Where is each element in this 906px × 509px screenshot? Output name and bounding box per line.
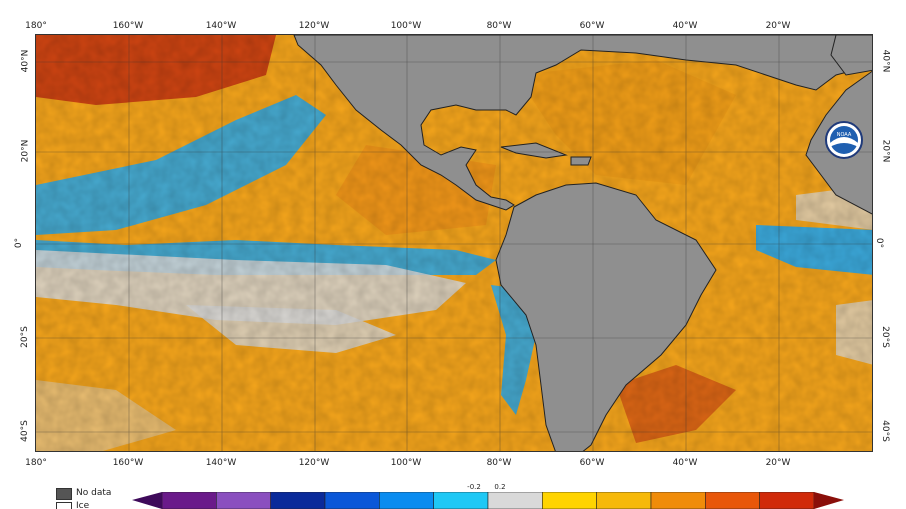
noaa-logo-text: NOAA: [837, 132, 852, 138]
lon-label-bottom-20w: 20°W: [765, 458, 791, 468]
lon-label-bottom-140w: 140°W: [205, 458, 237, 468]
colorbar-segment: [161, 492, 217, 509]
lon-label-top-60w: 60°W: [579, 21, 605, 31]
lon-label-bottom-180: 180°: [25, 458, 47, 468]
colorbar-segments: [161, 492, 815, 509]
lon-label-top-100w: 100°W: [390, 21, 422, 31]
lat-label-right-20n: 20°N: [880, 139, 891, 163]
colorbar-left-arrow: [132, 492, 162, 509]
colorbar-segment: [759, 492, 815, 509]
map-graticule: [36, 35, 872, 451]
land-north-east: [830, 35, 872, 76]
lat-label-right-40s: 40°S: [879, 420, 890, 442]
ice-swatch: [56, 502, 72, 509]
colorbar-segment: [542, 492, 597, 509]
lat-label-left-40s: 40°S: [19, 420, 30, 442]
lat-label-right-0: 0°: [874, 237, 885, 249]
colorbar-segment: [650, 492, 706, 509]
colorbar-segment: [596, 492, 652, 509]
lon-label-bottom-80w: 80°W: [486, 458, 512, 468]
lat-label-right-20s: 20°S: [879, 326, 890, 348]
colorbar-segment: [270, 492, 326, 509]
lon-label-top-140w: 140°W: [205, 21, 237, 31]
lon-label-top-160w: 160°W: [112, 21, 144, 31]
land-north-america: [293, 35, 872, 211]
map-canvas: NOAA: [36, 35, 872, 451]
lon-label-bottom-120w: 120°W: [298, 458, 330, 468]
land-south-america: [495, 182, 717, 451]
lon-label-top-80w: 80°W: [486, 21, 512, 31]
ice-label: Ice: [76, 501, 90, 509]
lon-label-bottom-40w: 40°W: [672, 458, 698, 468]
colorbar-segment: [705, 492, 760, 509]
colorbar-label-pos02: 0.2: [494, 483, 506, 491]
colorbar-segment: [324, 492, 380, 509]
lon-label-top-20w: 20°W: [765, 21, 791, 31]
land-hispaniola: [570, 156, 592, 166]
lon-label-bottom-160w: 160°W: [112, 458, 144, 468]
lat-label-left-40n: 40°N: [20, 49, 31, 73]
colorbar-segment: [379, 492, 434, 509]
lon-label-top-180: 180°: [25, 21, 47, 31]
colorbar-segment: [216, 492, 271, 509]
colorbar-segment: [487, 492, 543, 509]
lat-label-right-40n: 40°N: [880, 49, 891, 73]
sst-anomaly-map: NOAA: [35, 34, 873, 452]
nodata-label: No data: [76, 488, 112, 498]
colorbar: [132, 492, 844, 509]
nodata-swatch: [56, 488, 72, 500]
colorbar-right-arrow: [814, 492, 844, 509]
noaa-logo: NOAA: [825, 121, 863, 159]
colorbar-segment: [433, 492, 489, 509]
lon-label-bottom-60w: 60°W: [579, 458, 605, 468]
colorbar-label-neg02: -0.2: [467, 483, 481, 491]
lon-label-bottom-100w: 100°W: [390, 458, 422, 468]
lon-label-top-120w: 120°W: [298, 21, 330, 31]
lat-label-left-0: 0°: [14, 237, 25, 249]
lon-label-top-40w: 40°W: [672, 21, 698, 31]
lat-label-left-20s: 20°S: [19, 326, 30, 348]
lat-label-left-20n: 20°N: [20, 139, 31, 163]
noaa-logo-wave: [830, 137, 858, 147]
